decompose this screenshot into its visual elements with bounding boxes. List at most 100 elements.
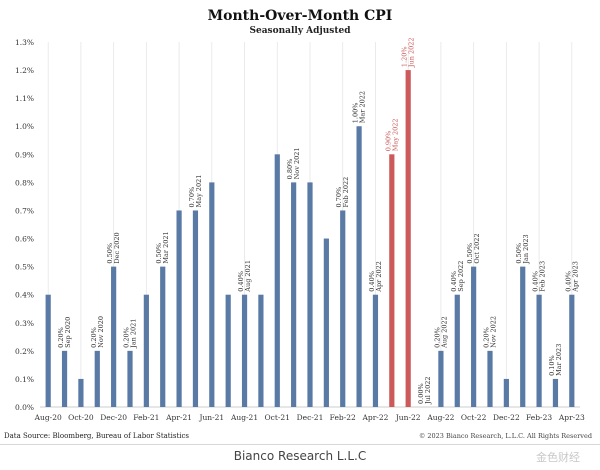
x-tick-label: Aug-20	[34, 413, 62, 422]
y-tick-label: 0.4%	[15, 291, 34, 300]
x-tick-label: Oct-22	[461, 413, 487, 422]
bar-Jun-22	[405, 70, 411, 408]
copyright-note: © 2023 Bianco Research, L.L.C. All Right…	[418, 432, 592, 440]
bar-Aug-21	[241, 294, 248, 407]
bar-Mar-21	[160, 266, 166, 407]
data-label-value: 0.40%	[564, 271, 572, 292]
chart-title: Month-Over-Month CPI	[207, 8, 393, 24]
bar-Feb-22	[340, 210, 346, 407]
x-tick-label: Jun-21	[198, 413, 224, 422]
x-tick-label: Apr-23	[558, 413, 585, 422]
data-label-date: Apr 2023	[571, 261, 579, 293]
data-label-date: Nov 2022	[490, 316, 498, 348]
x-tick-label: Feb-22	[330, 413, 356, 422]
x-tick-label: Oct-21	[265, 413, 290, 422]
y-tick-label: 1.1%	[15, 94, 34, 103]
bar-May-21	[192, 210, 199, 407]
data-label-value: 0.50%	[466, 243, 474, 264]
data-label-value: 0.40%	[532, 271, 540, 292]
data-label-date: Nov 2021	[293, 147, 301, 179]
bar-Aug-20	[45, 294, 51, 407]
data-source-note: Data Source: Bloomberg, Bureau of Labor …	[4, 432, 190, 440]
bar-Mar-22	[356, 126, 362, 407]
data-label-value: 0.10%	[548, 355, 556, 376]
data-label-value: 1.20%	[401, 46, 409, 67]
watermark: 金色财经	[536, 451, 580, 464]
y-tick-label: 0.1%	[15, 375, 34, 384]
bar-Feb-21	[143, 294, 149, 407]
data-label-value: 0.80%	[286, 159, 294, 180]
data-label-date: Jun 2022	[408, 37, 416, 68]
data-label-date: May 2022	[391, 118, 399, 151]
data-label-date: Sep 2022	[457, 261, 465, 292]
y-tick-label: 0.7%	[15, 206, 34, 215]
bar-Dec-21	[307, 182, 313, 407]
data-label-date: Oct 2022	[473, 233, 481, 263]
data-label-value: 0.20%	[483, 327, 491, 348]
data-label-date: May 2021	[195, 175, 203, 208]
data-label-date: Dec 2020	[113, 232, 121, 263]
bar-Oct-21	[274, 154, 280, 407]
bar-Aug-22	[438, 350, 444, 407]
bar-Feb-23	[536, 294, 542, 407]
data-label-date: Mar 2022	[359, 91, 367, 123]
y-tick-label: 0.9%	[15, 150, 34, 159]
bar-Mar-23	[552, 378, 559, 407]
x-tick-label: Jun-22	[395, 413, 421, 422]
x-tick-label: Apr-22	[362, 413, 389, 422]
bar-Dec-20	[111, 266, 117, 407]
data-label-date: Jul 2022	[424, 377, 432, 405]
x-tick-label: Oct-20	[68, 413, 94, 422]
data-label-value: 0.50%	[106, 243, 114, 264]
data-label-value: 0.50%	[155, 243, 163, 264]
y-tick-label: 0.0%	[15, 403, 34, 412]
data-label-value: 0.90%	[384, 131, 392, 152]
data-label-value: 1.00%	[352, 103, 360, 124]
data-label-date: Sep 2020	[64, 317, 72, 348]
x-tick-label: Feb-21	[133, 413, 159, 422]
bar-Apr-22	[372, 294, 379, 407]
bar-Nov-22	[487, 350, 493, 407]
brand-name: Bianco Research L.L.C	[233, 449, 367, 463]
x-tick-label: Dec-21	[297, 413, 324, 422]
data-label-date: Aug 2022	[440, 316, 448, 349]
bar-May-22	[389, 154, 395, 407]
data-label-value: 0.50%	[515, 243, 523, 264]
footer-divider	[0, 444, 600, 445]
data-label-value: 0.70%	[188, 187, 196, 208]
data-label-value: 0.40%	[368, 271, 376, 292]
bar-Oct-22	[471, 266, 477, 407]
y-tick-label: 1.3%	[15, 38, 34, 47]
data-label-date: Feb 2023	[539, 261, 547, 292]
bar-Dec-22	[503, 378, 509, 407]
bar-Jul-21	[225, 294, 231, 407]
x-tick-label: Dec-20	[100, 413, 127, 422]
data-label-value: 0.20%	[433, 327, 441, 348]
y-tick-label: 1.0%	[15, 122, 34, 131]
data-label-date: Jan 2021	[130, 319, 138, 349]
chart-subtitle: Seasonally Adjusted	[249, 26, 351, 36]
data-label-value: 0.20%	[90, 327, 98, 348]
data-label-date: Mar 2023	[555, 344, 563, 376]
bar-Jun-21	[209, 182, 215, 407]
y-tick-label: 1.2%	[15, 66, 34, 75]
bar-Apr-21	[176, 210, 182, 407]
data-label-value: 0.70%	[335, 187, 343, 208]
bar-Oct-20	[78, 378, 84, 407]
data-label-date: Feb 2022	[342, 177, 350, 208]
bar-Jan-22	[323, 238, 329, 407]
bar-Apr-23	[569, 294, 575, 407]
data-label-value: 0.20%	[57, 327, 65, 348]
y-tick-label: 0.8%	[15, 178, 34, 187]
x-tick-label: Apr-21	[165, 413, 192, 422]
bar-Jan-21	[127, 350, 133, 407]
x-tick-label: Feb-23	[526, 413, 552, 422]
data-label-date: Mar 2021	[162, 231, 170, 263]
y-tick-label: 0.6%	[15, 235, 34, 244]
bar-Nov-21	[291, 182, 297, 407]
x-tick-label: Aug-22	[426, 413, 454, 422]
y-tick-label: 0.3%	[15, 319, 34, 328]
y-tick-label: 0.2%	[15, 347, 34, 356]
x-tick-label: Dec-22	[493, 413, 520, 422]
